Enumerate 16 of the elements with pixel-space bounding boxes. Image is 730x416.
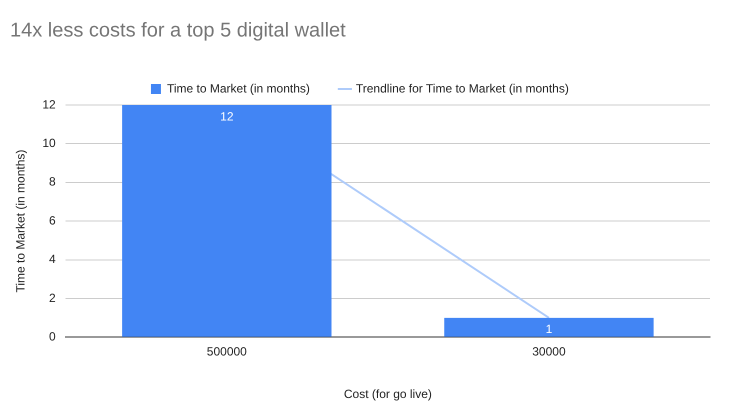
y-axis-title: Time to Market (in months) [14,150,28,293]
y-tick-label: 2 [49,290,56,305]
y-tick-label: 8 [49,174,56,189]
legend-label: Trendline for Time to Market (in months) [356,81,569,96]
x-tick-label: 30000 [532,344,566,359]
y-tick-label: 6 [49,213,56,228]
y-tick-label: 4 [49,252,56,266]
y-tick-label: 0 [49,330,56,344]
y-tick-label: 10 [42,136,56,150]
x-tick-label: 500000 [206,344,248,359]
x-axis-title: Cost (for go live) [344,387,432,402]
chart-title: 14x less costs for a top 5 digital wallet [10,20,346,42]
legend-label: Time to Market (in months) [166,81,310,96]
data-label: 12 [220,109,234,124]
data-label: 1 [546,322,553,336]
y-tick-label: 12 [42,97,56,112]
